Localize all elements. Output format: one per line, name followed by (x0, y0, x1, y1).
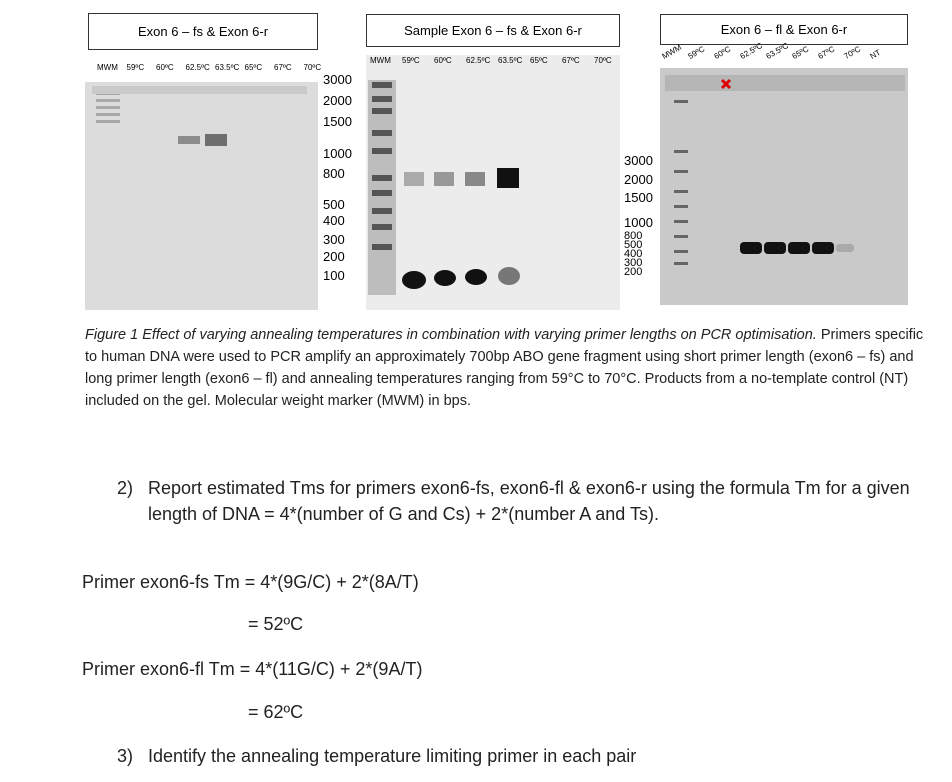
gel-1 (85, 82, 318, 310)
ladder-lane (368, 80, 396, 295)
ladder-label: 800 (323, 166, 345, 181)
red-cross (720, 78, 732, 90)
ladder-label: 400 (323, 213, 345, 228)
lane-label: MWM (370, 56, 391, 65)
question-number: 2) (117, 478, 134, 498)
ladder-label: 800 (624, 230, 643, 242)
question-number: 3) (117, 746, 134, 766)
ladder-label: 500 (323, 197, 345, 212)
ladder-label: 1000 (624, 215, 653, 230)
ladder-label: 3000 (624, 153, 653, 168)
answer-line: = 62ºC (248, 702, 304, 722)
ladder-label: 1500 (323, 114, 352, 129)
ladder-label: 400 (624, 248, 643, 260)
panel-title: Sample Exon 6 – fs & Exon 6-r (366, 14, 620, 47)
ladder-label: 200 (323, 249, 345, 264)
lane-label: 70ºC (594, 56, 612, 65)
lane-label: 65ºC (244, 63, 263, 72)
lane-label: 63.5ºC (215, 63, 240, 72)
lane-label: 65ºC (530, 56, 548, 65)
lane-label: 59ºC (126, 63, 145, 72)
ladder-bands (372, 82, 392, 250)
lane-label: 63.5ºC (498, 56, 523, 65)
lane-label: 60ºC (156, 63, 174, 72)
wells (665, 75, 905, 91)
wells (92, 86, 307, 94)
ladder-label: 1000 (323, 146, 352, 161)
band (178, 136, 200, 144)
ladder-bands (674, 100, 688, 265)
ladder-label: 100 (323, 268, 345, 283)
lane-label: 62.5ºC (466, 56, 491, 65)
lane-label: 67ºC (274, 63, 292, 72)
ladder-label: 3000 (323, 72, 352, 87)
ladder-label: 1500 (624, 190, 653, 205)
lane-label: 62.5ºC (185, 63, 210, 72)
gel-images (85, 55, 908, 310)
panel-title: Exon 6 – fs & Exon 6-r (88, 13, 318, 50)
lane-label: 70ºC (303, 63, 322, 72)
figure-caption: Figure 1 Effect of varying annealing tem… (85, 324, 925, 412)
answer-line: Primer exon6-fs Tm = 4*(9G/C) + 2*(8A/T) (82, 572, 419, 592)
ladder-label: 2000 (323, 93, 352, 108)
answer-line: Primer exon6-fl Tm = 4*(11G/C) + 2*(9A/T… (82, 659, 423, 679)
answer-line: = 52ºC (248, 614, 304, 634)
lane-label: MWM (97, 63, 118, 72)
ladder-label: 2000 (624, 172, 653, 187)
question-text: Report estimated Tms for primers exon6-f… (148, 478, 910, 524)
sample-bands (740, 242, 854, 254)
panel-title: Exon 6 – fl & Exon 6-r (660, 14, 908, 45)
ladder-label: 500 (624, 239, 643, 251)
caption-label: Figure 1 (85, 327, 139, 343)
lane-label: 60ºC (434, 56, 452, 65)
ladder-label: 300 (624, 257, 643, 269)
ladder-label: 200 (624, 266, 643, 278)
lane-label: 67ºC (562, 56, 580, 65)
caption-heading: Effect of varying annealing temperatures… (142, 327, 817, 343)
caption-text: Primers specific to human DNA were used … (85, 327, 924, 409)
lane-label: 59ºC (402, 56, 420, 65)
question-text: Identify the annealing temperature limit… (148, 746, 637, 766)
gel-3 (660, 68, 908, 305)
band (205, 134, 227, 146)
sample-bands (402, 168, 520, 289)
ladder-label: 300 (323, 232, 345, 247)
